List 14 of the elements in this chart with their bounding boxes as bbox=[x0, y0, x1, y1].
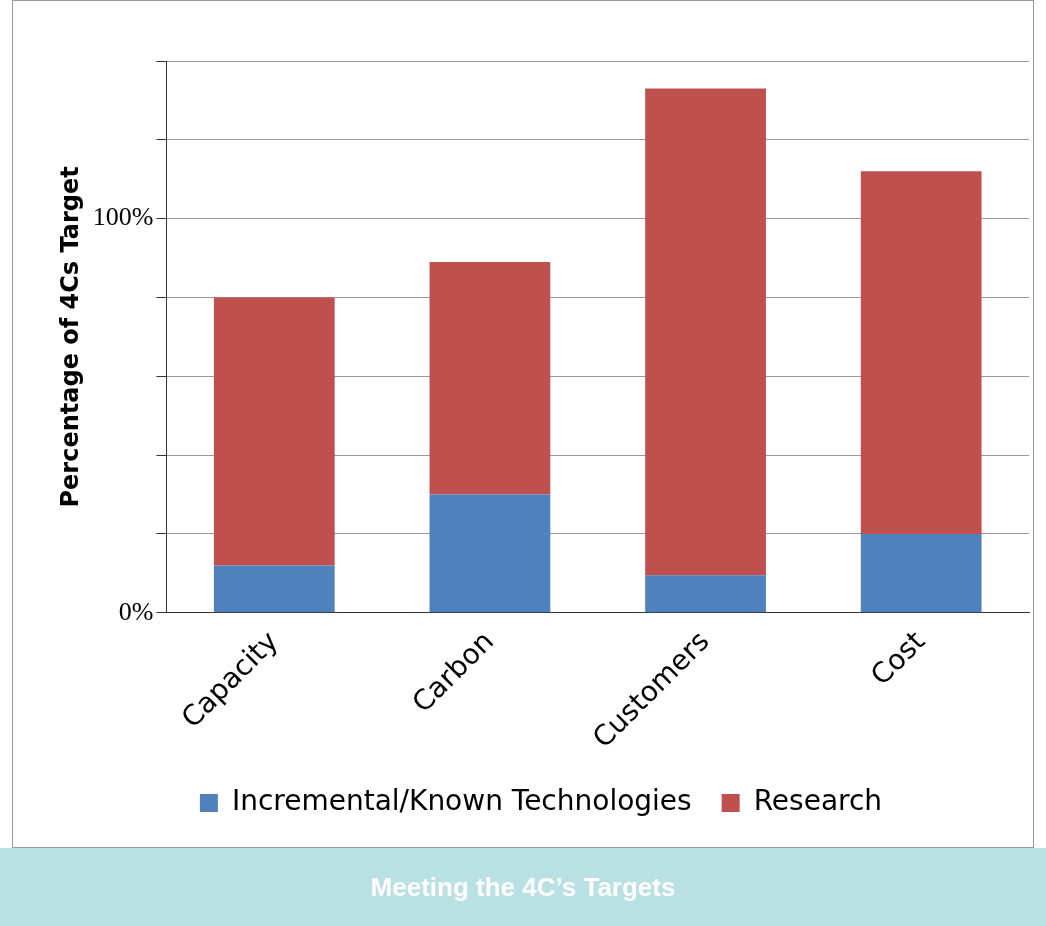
y-tick-label: 0% bbox=[118, 596, 154, 626]
bar bbox=[429, 494, 551, 613]
legend-label: Research bbox=[753, 784, 883, 818]
bar bbox=[645, 575, 766, 613]
legend-label: Incremental/Known Technologies bbox=[231, 784, 692, 818]
bar bbox=[213, 297, 335, 566]
text: Meeting the 4C’s Targets bbox=[0, 848, 1046, 926]
bar bbox=[645, 88, 766, 576]
y-axis-title: Percentage of 4Cs Target bbox=[55, 166, 84, 508]
bar bbox=[213, 565, 335, 613]
bar bbox=[429, 262, 551, 495]
bar bbox=[860, 171, 982, 534]
y-tick-label: 100% bbox=[92, 202, 154, 232]
bar bbox=[860, 533, 982, 613]
